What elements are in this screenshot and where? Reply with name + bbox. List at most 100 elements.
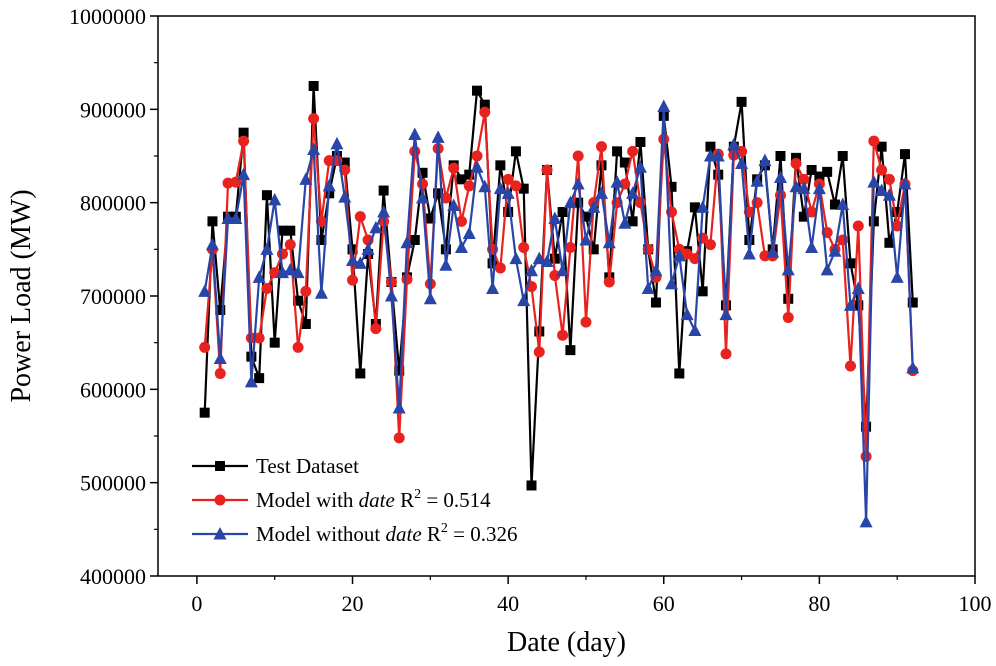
series-1-point (603, 276, 615, 288)
series-1-point (471, 150, 483, 162)
series-0-point (526, 480, 537, 491)
series-0-point (199, 407, 210, 418)
series-0-point (822, 166, 833, 177)
series-0-point (339, 157, 350, 168)
series-2-point (665, 276, 679, 290)
series-layer (198, 81, 920, 528)
legend-label-part: = 0.326 (448, 522, 518, 546)
series-2-point (844, 298, 858, 311)
legend-marker (215, 461, 225, 471)
series-1-point (292, 341, 304, 353)
legend-label-part: date (386, 522, 422, 546)
series-2-point (711, 149, 725, 162)
series-0-point (510, 146, 521, 157)
series-0-point (503, 207, 514, 217)
series-0-point (612, 146, 623, 157)
series-2-point (299, 172, 313, 185)
series-0-point (580, 211, 591, 222)
series-1-point (533, 346, 545, 358)
legend-label-part: = 0.514 (421, 488, 491, 512)
x-tick-label: 0 (191, 591, 202, 616)
series-1-point (417, 178, 429, 190)
series-2-point (727, 137, 741, 151)
series-2-point (268, 192, 282, 206)
legend-item-0: Test Dataset (192, 454, 359, 478)
series-0-point (355, 368, 366, 379)
series-2-point (454, 240, 468, 253)
series-1-point (782, 311, 794, 323)
series-1-point (440, 192, 452, 204)
series-0-point (899, 149, 910, 160)
series-0-point (814, 171, 825, 182)
axes-layer: 0 20 40 60 80 100 400000 500000 600000 700000 8000… (69, 4, 992, 616)
series-0-point (472, 85, 483, 96)
series-0-point (456, 174, 467, 185)
series-2-point (696, 200, 710, 213)
series-2-point (758, 153, 772, 167)
series-2-point (882, 188, 896, 201)
series-1-point (276, 248, 288, 260)
series-1-point (308, 113, 320, 125)
series-2-point (431, 130, 445, 143)
series-2-point (330, 136, 344, 150)
series-0-point (347, 244, 358, 255)
series-2-point (750, 174, 764, 187)
series-2-point (346, 253, 360, 267)
series-2-point (439, 258, 453, 271)
series-2-point (735, 156, 749, 169)
y-tick-label: 400000 (80, 564, 146, 589)
series-1-point (891, 220, 903, 232)
series-2-point (898, 177, 912, 190)
series-2-point (486, 281, 500, 295)
series-2-point (524, 263, 538, 277)
series-1-point (300, 285, 312, 297)
series-1-point (845, 360, 857, 372)
series-2-point (812, 181, 826, 195)
series-0-point (829, 199, 840, 210)
series-0-point (378, 185, 389, 196)
series-2-point (626, 186, 640, 199)
series-1-point (751, 197, 763, 209)
series-1-point (720, 348, 732, 360)
series-0-point (269, 337, 280, 348)
x-tick-label: 20 (342, 591, 364, 616)
y-tick-label: 1000000 (69, 4, 146, 29)
series-0-point (254, 373, 265, 384)
series-1-point (393, 432, 405, 444)
series-0-point (674, 368, 685, 379)
series-0-point (261, 190, 272, 201)
series-1-point (370, 323, 382, 335)
series-2-point (501, 186, 515, 199)
series-0-point (635, 137, 646, 147)
series-2-point (851, 281, 865, 295)
series-2-point (509, 251, 523, 265)
series-2-point (548, 211, 562, 225)
series-1-point (580, 316, 592, 328)
series-2-point (773, 170, 787, 183)
series-2-point (462, 226, 476, 239)
series-0-point (238, 127, 249, 138)
series-2-point (198, 284, 212, 297)
legend-label-part: date (359, 488, 395, 512)
y-tick-label: 900000 (80, 97, 146, 122)
series-0-point (689, 202, 700, 213)
series-2-point (906, 360, 920, 374)
series-1-point (541, 164, 553, 176)
series-2-point (805, 240, 819, 253)
legend-label-part: 2 (414, 487, 421, 502)
legend-label-part: Model with (256, 488, 359, 512)
series-1-point (284, 239, 296, 251)
series-2-point (867, 175, 881, 188)
series-0-point (557, 207, 568, 217)
series-2-point (579, 233, 593, 246)
series-2-point (742, 247, 756, 260)
series-0-point (806, 165, 817, 175)
series-0-point (549, 253, 560, 264)
y-tick-label: 600000 (80, 377, 146, 402)
legend-label-part: Test Dataset (256, 454, 359, 478)
series-2-point (672, 248, 686, 262)
series-2-point (470, 160, 484, 173)
series-2-point (400, 235, 414, 249)
y-tick-label: 500000 (80, 471, 146, 496)
